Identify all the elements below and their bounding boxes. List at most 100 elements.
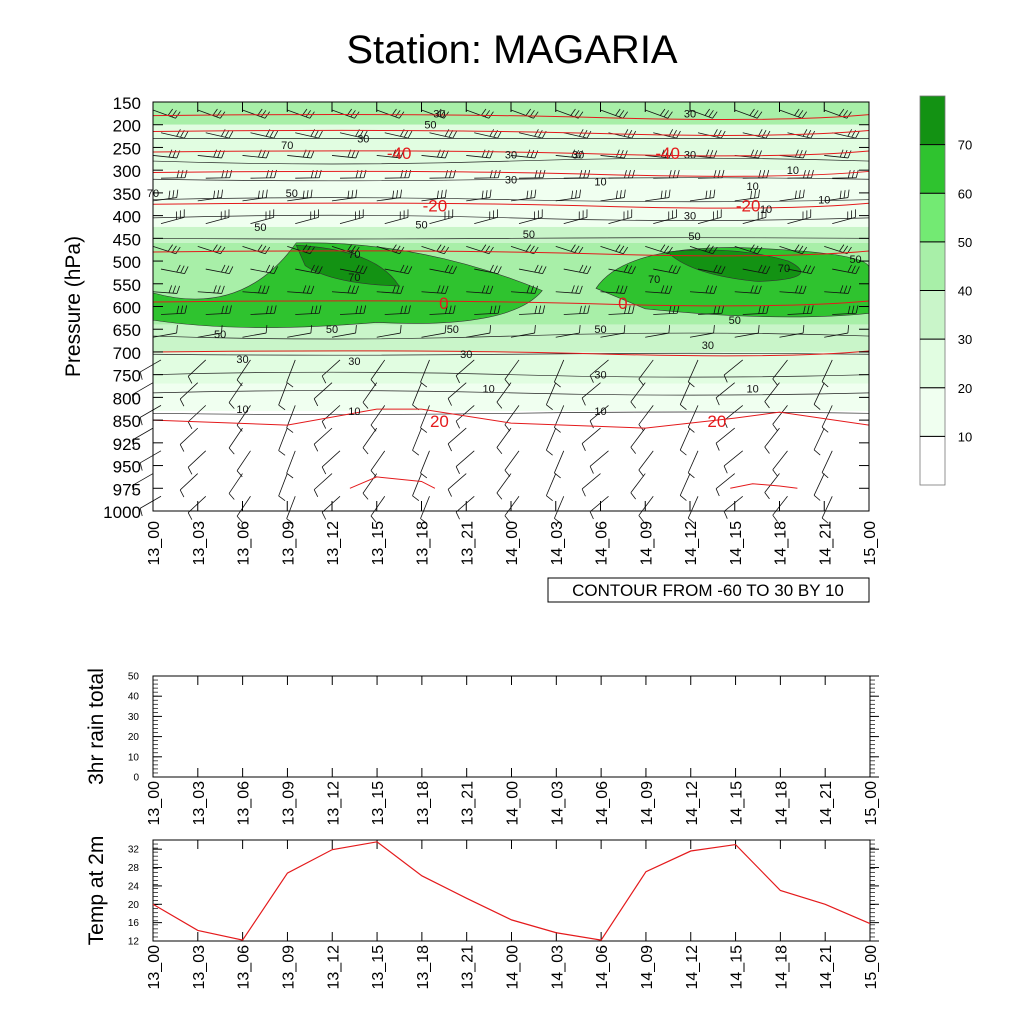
wind-barb-flag xyxy=(712,111,718,119)
wind-barb-flag xyxy=(489,264,494,273)
wind-barb-flag xyxy=(526,285,531,294)
wind-barb-flag xyxy=(224,130,230,138)
wind-barb xyxy=(697,209,722,224)
x-tick-label: 14_03 xyxy=(549,521,566,566)
wind-barb xyxy=(563,305,590,315)
wind-barb-flag xyxy=(795,285,799,294)
wind-barb-staff xyxy=(278,382,288,406)
wind-barb-staff xyxy=(679,382,691,405)
wind-barb xyxy=(813,473,825,501)
wind-barb xyxy=(295,264,323,275)
wind-speed-contour-label: 30 xyxy=(702,340,714,352)
wind-barb-flag xyxy=(399,325,402,334)
wind-barb-flag xyxy=(546,495,553,501)
wind-barb xyxy=(197,325,223,338)
wind-barb-flag xyxy=(355,285,359,294)
wind-barb-flag xyxy=(660,149,665,158)
wind-barb-staff xyxy=(715,382,736,399)
wind-speed-contour-label: 50 xyxy=(688,231,700,243)
wind-barb-flag xyxy=(269,265,275,274)
wind-barb-flag xyxy=(489,285,494,294)
wind-barb-flag xyxy=(542,169,546,178)
wind-barb-flag xyxy=(839,285,844,294)
wind-barb-flag xyxy=(313,443,319,452)
wind-barb-flag xyxy=(265,189,268,198)
wind-barb-flag xyxy=(717,265,722,274)
wind-barb-flag xyxy=(581,443,586,451)
wind-barb-staff xyxy=(821,496,833,519)
wind-barb xyxy=(278,473,288,502)
wind-barb-flag xyxy=(313,489,319,497)
wind-barb-staff xyxy=(581,382,601,399)
wind-barb-flag xyxy=(847,189,850,198)
colorbar-label: 60 xyxy=(958,186,972,201)
wind-barb-staff xyxy=(321,359,341,377)
wind-barb xyxy=(139,450,162,471)
wind-speed-contour-label: 30 xyxy=(594,370,606,382)
colorbar-box xyxy=(919,435,946,486)
wind-barb-flag xyxy=(273,130,279,139)
wind-barb-flag xyxy=(403,130,409,138)
wind-barb-flag xyxy=(687,517,695,524)
x-tick-label: 13_00 xyxy=(146,521,163,566)
wind-barb xyxy=(630,427,646,454)
y-tick-label: 50 xyxy=(128,672,140,683)
wind-barb-flag xyxy=(579,264,584,273)
wind-barb xyxy=(518,169,546,179)
wind-speed-contour xyxy=(152,352,870,356)
wind-barb xyxy=(313,473,333,497)
x-tick-label: 13_15 xyxy=(370,945,387,990)
wind-barb xyxy=(286,405,296,433)
wind-barb-flag xyxy=(266,285,270,294)
wind-barb-flag xyxy=(757,325,760,334)
wind-barb-flag xyxy=(806,265,812,274)
wind-barb-staff xyxy=(160,312,185,315)
wind-barb-flag xyxy=(452,130,458,139)
wind-barb xyxy=(555,189,581,202)
wind-barb-flag xyxy=(575,285,579,294)
wind-barb-flag xyxy=(570,244,576,252)
wind-barb-staff xyxy=(772,496,788,516)
wind-barb-flag xyxy=(758,305,761,314)
wind-barb xyxy=(496,473,512,500)
y-tick-label: 950 xyxy=(113,458,141,477)
x-tick-label: 13_03 xyxy=(191,781,208,826)
wind-barb-flag xyxy=(799,149,803,158)
wind-barb-flag xyxy=(538,305,542,314)
wind-barb xyxy=(734,244,763,255)
wind-barb-flag xyxy=(278,450,286,456)
wind-barb xyxy=(518,209,543,224)
wind-barb-flag xyxy=(574,110,580,118)
wind-barb-staff xyxy=(132,427,154,441)
colorbar-label: 50 xyxy=(958,235,972,250)
wind-barb xyxy=(455,359,475,384)
wind-barb-flag xyxy=(262,285,266,294)
y-tick-label: 550 xyxy=(113,276,141,295)
y-tick-label: 10 xyxy=(128,752,140,763)
wind-barb xyxy=(504,496,520,523)
wind-barb xyxy=(152,244,181,255)
wind-barb-staff xyxy=(286,450,296,474)
wind-barb-flag xyxy=(229,305,232,314)
y-tick-label: 20 xyxy=(128,732,140,743)
wind-barb-flag xyxy=(794,190,797,199)
wind-barb-flag xyxy=(802,264,808,273)
wind-barb-staff xyxy=(236,496,251,517)
wind-barb-flag xyxy=(803,285,807,294)
temperature-contour-label: -40 xyxy=(387,144,412,163)
wind-barb-staff xyxy=(250,132,274,139)
wind-barb-flag xyxy=(493,265,498,274)
wind-barb xyxy=(518,305,546,315)
wind-barb-flag xyxy=(306,285,311,294)
wind-barb-flag xyxy=(538,130,543,138)
wind-speed-contour-label: 70 xyxy=(348,249,360,261)
wind-barb-flag xyxy=(757,246,763,254)
wind-barb-flag xyxy=(660,190,663,199)
wind-barb-flag xyxy=(273,266,278,274)
wind-barb xyxy=(179,382,199,407)
wind-barb-staff xyxy=(421,332,446,338)
wind-speed-contour-label: 30 xyxy=(460,349,472,361)
wind-barb-flag xyxy=(217,190,219,199)
x-tick-label: 13_21 xyxy=(460,781,477,826)
wind-barb-flag xyxy=(176,305,180,314)
